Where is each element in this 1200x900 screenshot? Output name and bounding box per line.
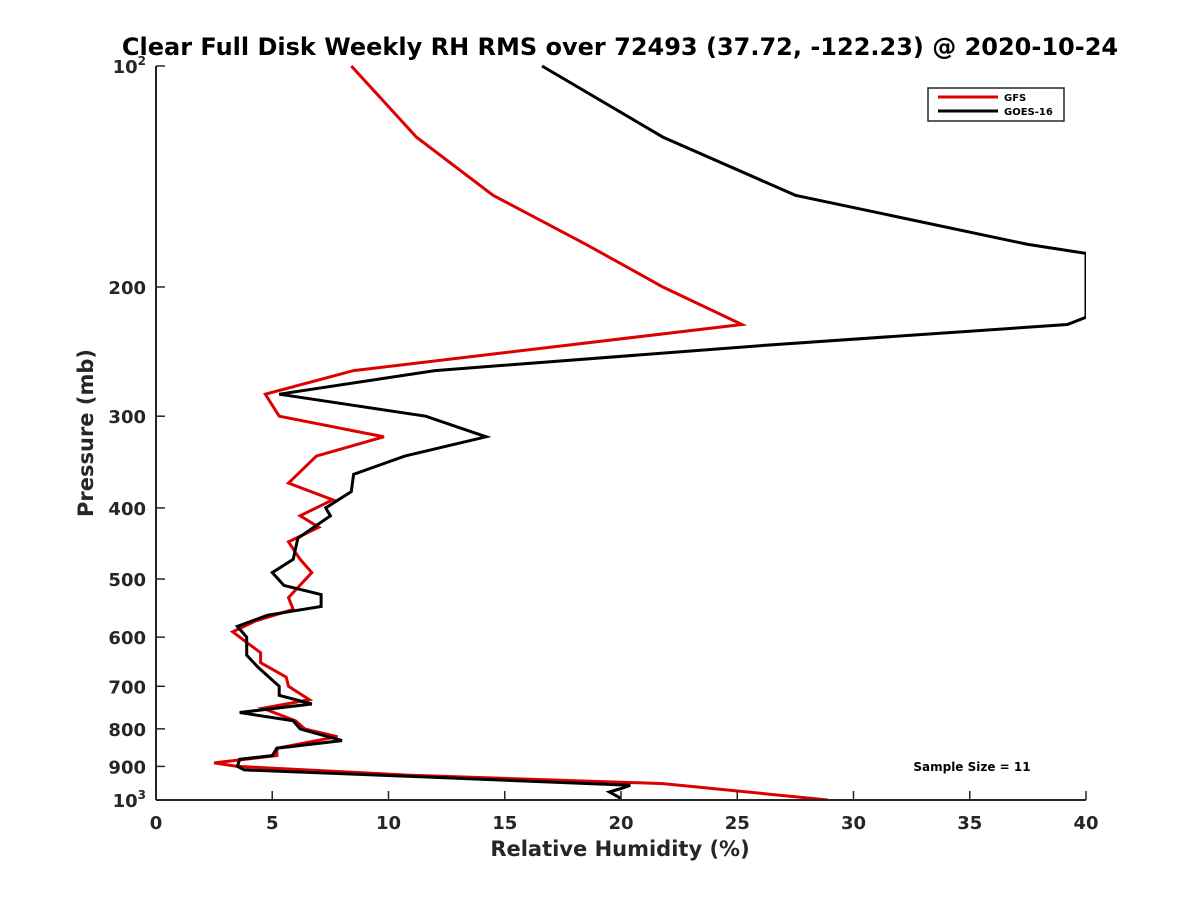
y-tick-label: 102 — [113, 54, 146, 78]
x-tick-label: 10 — [376, 813, 401, 834]
legend: GFS GOES-16 — [927, 87, 1065, 122]
y-tick-label: 800 — [108, 720, 146, 741]
y-tick-label: 300 — [108, 407, 146, 428]
x-tick-label: 35 — [957, 813, 982, 834]
y-tick-label: 103 — [113, 788, 146, 812]
y-tick-base: 500 — [108, 570, 146, 591]
x-tick-label: 30 — [841, 813, 866, 834]
y-tick-label: 600 — [108, 628, 146, 649]
y-tick-label: 500 — [108, 570, 146, 591]
y-axis-label: Pressure (mb) — [74, 349, 98, 517]
y-tick-base: 800 — [108, 720, 146, 741]
y-tick-label: 200 — [108, 278, 146, 299]
x-tick-label: 20 — [608, 813, 633, 834]
y-tick-base: 200 — [108, 278, 146, 299]
series-layer — [213, 64, 1086, 800]
x-tick-label: 40 — [1073, 813, 1098, 834]
y-tick-exponent: 3 — [138, 788, 146, 802]
x-tick-label: 15 — [492, 813, 517, 834]
x-axis-label: Relative Humidity (%) — [490, 837, 749, 861]
axes-layer: 0 5 10 15 20 25 30 35 40102200300400500600700800… — [108, 54, 1098, 834]
sample-size-annotation: Sample Size = 11 — [913, 760, 1030, 774]
chart-title: Clear Full Disk Weekly RH RMS over 72493… — [122, 33, 1118, 61]
y-tick-exponent: 2 — [138, 54, 146, 68]
y-tick-label: 900 — [108, 757, 146, 778]
legend-label: GFS — [1004, 93, 1026, 104]
y-tick-base: 700 — [108, 677, 146, 698]
y-tick-base: 300 — [108, 407, 146, 428]
legend-box — [927, 87, 1065, 122]
legend-label: GOES-16 — [1004, 107, 1053, 118]
series-line-goes-16 — [234, 64, 1086, 800]
y-tick-base: 10 — [113, 57, 138, 78]
y-tick-label: 400 — [108, 499, 146, 520]
y-tick-base: 10 — [113, 791, 138, 812]
y-tick-base: 900 — [108, 757, 146, 778]
x-tick-label: 0 — [150, 813, 163, 834]
y-tick-label: 700 — [108, 677, 146, 698]
y-tick-base: 600 — [108, 628, 146, 649]
x-tick-label: 5 — [266, 813, 279, 834]
y-tick-base: 400 — [108, 499, 146, 520]
x-tick-label: 25 — [725, 813, 750, 834]
